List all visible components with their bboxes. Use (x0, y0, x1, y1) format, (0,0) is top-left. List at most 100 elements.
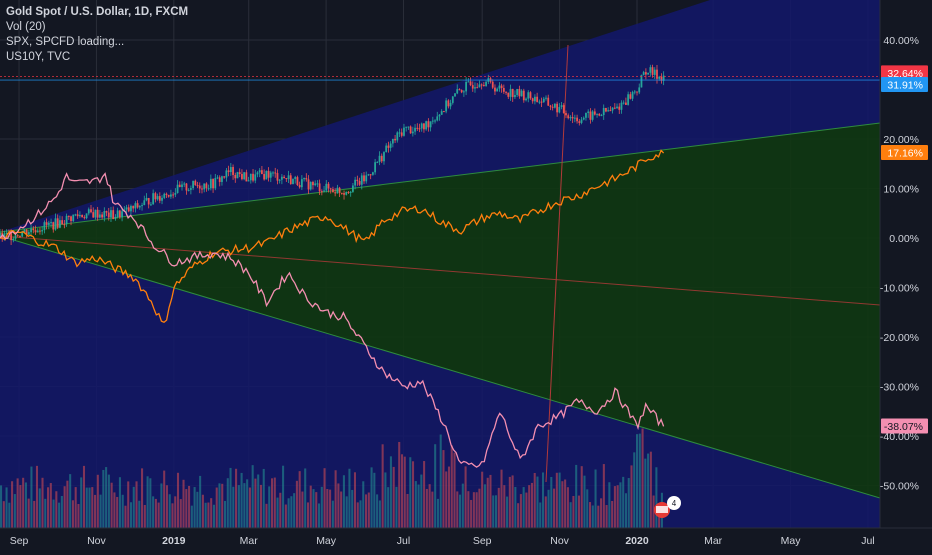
candle-body (7, 232, 10, 234)
main-series-title[interactable]: Gold Spot / U.S. Dollar, 1D, FXCM (6, 6, 189, 18)
candle-body (234, 174, 237, 179)
volume-bar (257, 474, 260, 528)
downtrend-line[interactable] (0, 235, 880, 306)
candle-body (0, 232, 1, 238)
candle-body (221, 176, 223, 182)
candle-body (47, 222, 50, 225)
candle-body (136, 203, 139, 208)
candle-body (161, 197, 163, 201)
candle-body (469, 81, 472, 86)
spx-line[interactable] (0, 149, 665, 323)
volume-bar (478, 488, 481, 528)
lower-channel-drawing[interactable] (0, 236, 880, 528)
candle-body (431, 120, 434, 122)
vertical-ray-line[interactable] (545, 44, 569, 483)
volume-bar (619, 482, 622, 528)
volume-bar (149, 478, 152, 528)
volume-bar (497, 487, 500, 528)
candle-body (103, 211, 106, 218)
us10y-series-label[interactable]: US10Y, TVC (6, 51, 71, 63)
candle-body (145, 197, 148, 201)
candle-body (165, 193, 168, 195)
volume-bar (295, 480, 298, 528)
candle-body (138, 205, 141, 208)
candle-body (305, 178, 308, 180)
volume-bar (337, 483, 340, 528)
wedge-drawing[interactable] (0, 123, 880, 498)
candle-body (589, 111, 592, 120)
volume-bar (24, 482, 27, 528)
candle-body (509, 88, 512, 97)
volume-bar (345, 496, 348, 528)
wedge-lower-line[interactable] (0, 235, 880, 499)
volume-bar (265, 503, 268, 528)
candle-body (269, 172, 272, 178)
candle-body (418, 128, 421, 130)
volume-indicator-label[interactable]: Vol (20) (6, 21, 46, 33)
price-label-text: -38.07% (884, 421, 923, 433)
candle-body (482, 84, 485, 86)
volume-bar (16, 478, 19, 528)
volume-bar (428, 484, 431, 528)
volume-bar (99, 494, 102, 528)
volume-bar (262, 468, 265, 528)
candle-body (365, 175, 368, 182)
candle-body (152, 193, 155, 205)
spx-series-label[interactable]: SPX, SPCFD loading... (6, 36, 125, 48)
volume-bar (190, 505, 193, 528)
gold-candles[interactable] (0, 64, 665, 245)
flag-marker[interactable]: 4 (654, 496, 681, 518)
candle-body (267, 170, 270, 178)
candle-body (280, 176, 283, 180)
candle-body (223, 176, 226, 178)
candle-body (598, 113, 601, 116)
event-count-badge[interactable] (667, 496, 681, 510)
volume-bar (30, 466, 33, 528)
candle-body (593, 111, 596, 115)
volume-bar (13, 494, 16, 528)
volume-bar (486, 477, 489, 528)
y-tick-label: -10.00% (880, 283, 919, 295)
candle-body (454, 93, 456, 97)
candle-body (405, 126, 408, 128)
volume-bar (248, 487, 251, 528)
candle-body (158, 196, 161, 201)
candle-body (478, 84, 481, 88)
volume-bar (483, 484, 486, 528)
volume-bar (246, 479, 249, 528)
candle-body (316, 183, 319, 185)
candle-body (407, 126, 410, 128)
candle-body (43, 222, 46, 231)
volume-bar (33, 500, 36, 528)
volume-bar (519, 494, 522, 528)
candle-body (545, 97, 547, 99)
candle-body (276, 173, 279, 181)
wedge-upper-line[interactable] (0, 122, 880, 233)
candle-body (90, 209, 92, 213)
volume-bar (467, 491, 470, 528)
candle-body (587, 111, 590, 113)
candle-body (27, 232, 30, 235)
volume-bar (82, 465, 86, 528)
candle-body (363, 175, 365, 182)
candle-body (112, 210, 115, 220)
volume-bar (353, 472, 357, 528)
volume-bar (442, 450, 445, 528)
volume-bar (77, 503, 80, 528)
candle-body (45, 222, 48, 225)
candle-body (12, 238, 15, 241)
volume-bar (417, 484, 420, 528)
volume-bar (240, 472, 243, 528)
candle-body (527, 92, 530, 99)
candle-body (325, 183, 328, 191)
us10y-line[interactable] (0, 172, 665, 468)
volume-bar (284, 504, 287, 528)
y-tick-label: -30.00% (880, 382, 919, 394)
candle-body (247, 180, 250, 182)
volume-bar (547, 489, 550, 528)
volume-bar (229, 467, 232, 528)
candle-body (409, 126, 412, 134)
candle-body (549, 105, 552, 107)
